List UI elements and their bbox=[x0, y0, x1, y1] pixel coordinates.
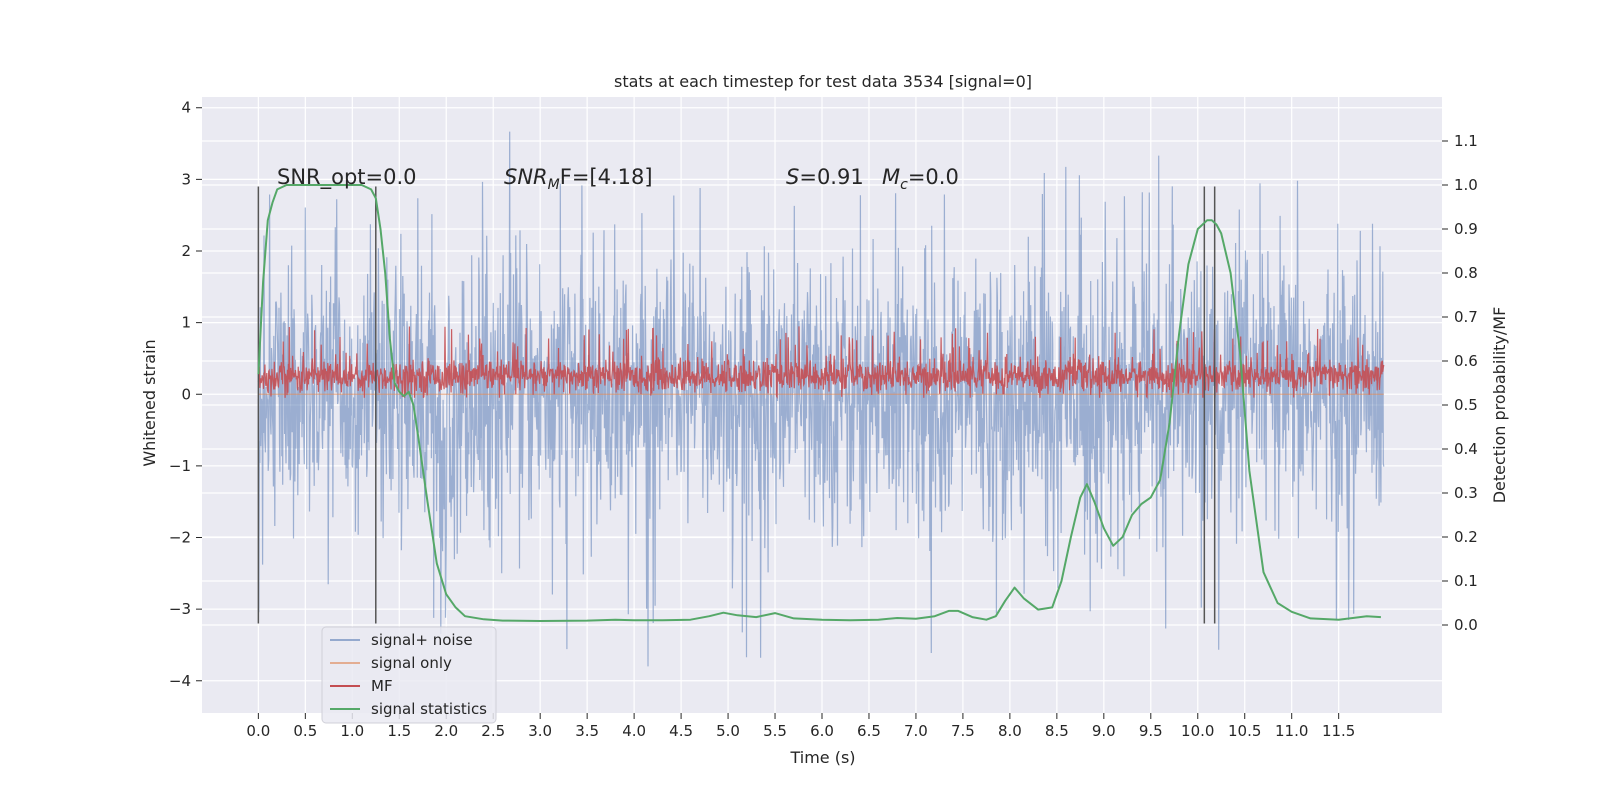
y-tick-label: −4 bbox=[169, 672, 191, 690]
annotation-mc-rest: =0.0 bbox=[908, 165, 959, 189]
legend-box bbox=[321, 626, 497, 724]
x-tick-label: 6.0 bbox=[810, 722, 834, 740]
x-tick-label: 10.5 bbox=[1228, 722, 1261, 740]
x-tick-label: 9.5 bbox=[1139, 722, 1163, 740]
y2-axis-label: Detection probability/MF bbox=[1490, 307, 1509, 504]
x-tick-label: 3.5 bbox=[575, 722, 599, 740]
x-tick-label: 4.0 bbox=[622, 722, 646, 740]
plot-area: −4 −3 −2 −1 0 1 2 3 4 0.0 0.1 0.2 0.3 0.4 0.5 0.6 0.7 0.8… bbox=[169, 97, 1478, 740]
legend-label-signal-noise: signal+ noise bbox=[371, 631, 473, 649]
annotation-snr-opt: SNR_opt=0.0 bbox=[277, 165, 417, 190]
annotation-mc-sub: c bbox=[900, 177, 908, 193]
annotation-snr-mf-rest: F=[4.18] bbox=[560, 165, 653, 189]
y2-tick-label: 0.8 bbox=[1454, 264, 1478, 282]
y2-tick-label: 1.0 bbox=[1454, 176, 1478, 194]
y-tick-label: 0 bbox=[181, 385, 191, 403]
annotation-snr-mf: SNRMF=[4.18] bbox=[504, 165, 653, 193]
y2-tick-label: 0.7 bbox=[1454, 308, 1478, 326]
y-tick-label: 1 bbox=[181, 314, 191, 332]
series-signal-noise bbox=[257, 131, 1385, 667]
x-tick-label: 0.5 bbox=[293, 722, 317, 740]
y-tick-label: −1 bbox=[169, 457, 191, 475]
y2-tick-label: 0.9 bbox=[1454, 220, 1478, 238]
y2-tick-label: 0.6 bbox=[1454, 352, 1478, 370]
y-tick-label: 3 bbox=[181, 170, 191, 188]
annotations: SNR_opt=0.0 SNRMF=[4.18] S=0.91 Mc=0.0 bbox=[277, 165, 959, 193]
y2-tick-label: 0.2 bbox=[1454, 528, 1478, 546]
legend: signal+ noise signal only MF signal stat… bbox=[321, 626, 497, 724]
x-tick-label: 11.5 bbox=[1322, 722, 1355, 740]
x-tick-label: 2.0 bbox=[434, 722, 458, 740]
annotation-s-rest: =0.91 bbox=[799, 165, 863, 189]
y-tick-label: −2 bbox=[169, 529, 191, 547]
x-tick-label: 8.0 bbox=[998, 722, 1022, 740]
x-axis-label: Time (s) bbox=[789, 748, 855, 767]
y2-tick-label: 0.3 bbox=[1454, 484, 1478, 502]
y2-tick-label: 0.5 bbox=[1454, 396, 1478, 414]
x-tick-label: 4.5 bbox=[669, 722, 693, 740]
annotation-snr-mf-main: SNR bbox=[504, 165, 548, 189]
annotation-mc-main: M bbox=[882, 165, 900, 189]
annotation-s-main: S bbox=[786, 165, 799, 189]
legend-label-signal-statistics: signal statistics bbox=[371, 700, 487, 718]
x-tick-label: 10.0 bbox=[1181, 722, 1214, 740]
x-tick-label: 5.5 bbox=[763, 722, 787, 740]
y2-tick-label: 0.0 bbox=[1454, 616, 1478, 634]
x-tick-label: 7.0 bbox=[904, 722, 928, 740]
x-tick-label: 0.0 bbox=[246, 722, 270, 740]
annotation-mc: Mc=0.0 bbox=[882, 165, 959, 193]
legend-label-signal-only: signal only bbox=[371, 654, 452, 672]
x-tick-label: 3.0 bbox=[528, 722, 552, 740]
chart-title: stats at each timestep for test data 353… bbox=[614, 72, 1032, 91]
x-tick-label: 7.5 bbox=[951, 722, 975, 740]
x-tick-label: 6.5 bbox=[857, 722, 881, 740]
y2-tick-label: 0.4 bbox=[1454, 440, 1478, 458]
x-tick-label: 2.5 bbox=[481, 722, 505, 740]
x-tick-label: 5.0 bbox=[716, 722, 740, 740]
x-tick-label: 1.0 bbox=[340, 722, 364, 740]
y-tick-label: −3 bbox=[169, 600, 191, 618]
x-tick-label: 11.0 bbox=[1275, 722, 1308, 740]
legend-label-mf: MF bbox=[371, 677, 393, 695]
y2-tick-label: 0.1 bbox=[1454, 572, 1478, 590]
x-tick-label: 9.0 bbox=[1092, 722, 1116, 740]
y2-tick-label: 1.1 bbox=[1454, 132, 1478, 150]
x-tick-label: 8.5 bbox=[1045, 722, 1069, 740]
annotation-s: S=0.91 bbox=[786, 165, 864, 189]
y-tick-label: 2 bbox=[181, 242, 191, 260]
series-mf bbox=[257, 326, 1385, 400]
y-tick-label: 4 bbox=[181, 99, 191, 117]
x-tick-label: 1.5 bbox=[387, 722, 411, 740]
annotation-snr-mf-sub: M bbox=[548, 177, 560, 193]
series-signal-statistics bbox=[257, 184, 1381, 622]
y-axis-label: Whitened strain bbox=[140, 339, 159, 466]
